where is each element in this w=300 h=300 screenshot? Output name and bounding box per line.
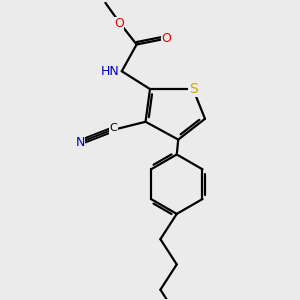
Text: C: C <box>110 123 117 133</box>
Text: O: O <box>114 17 124 30</box>
Text: N: N <box>76 136 85 149</box>
Text: O: O <box>161 32 171 45</box>
Text: S: S <box>189 82 197 96</box>
Text: HN: HN <box>100 65 119 78</box>
